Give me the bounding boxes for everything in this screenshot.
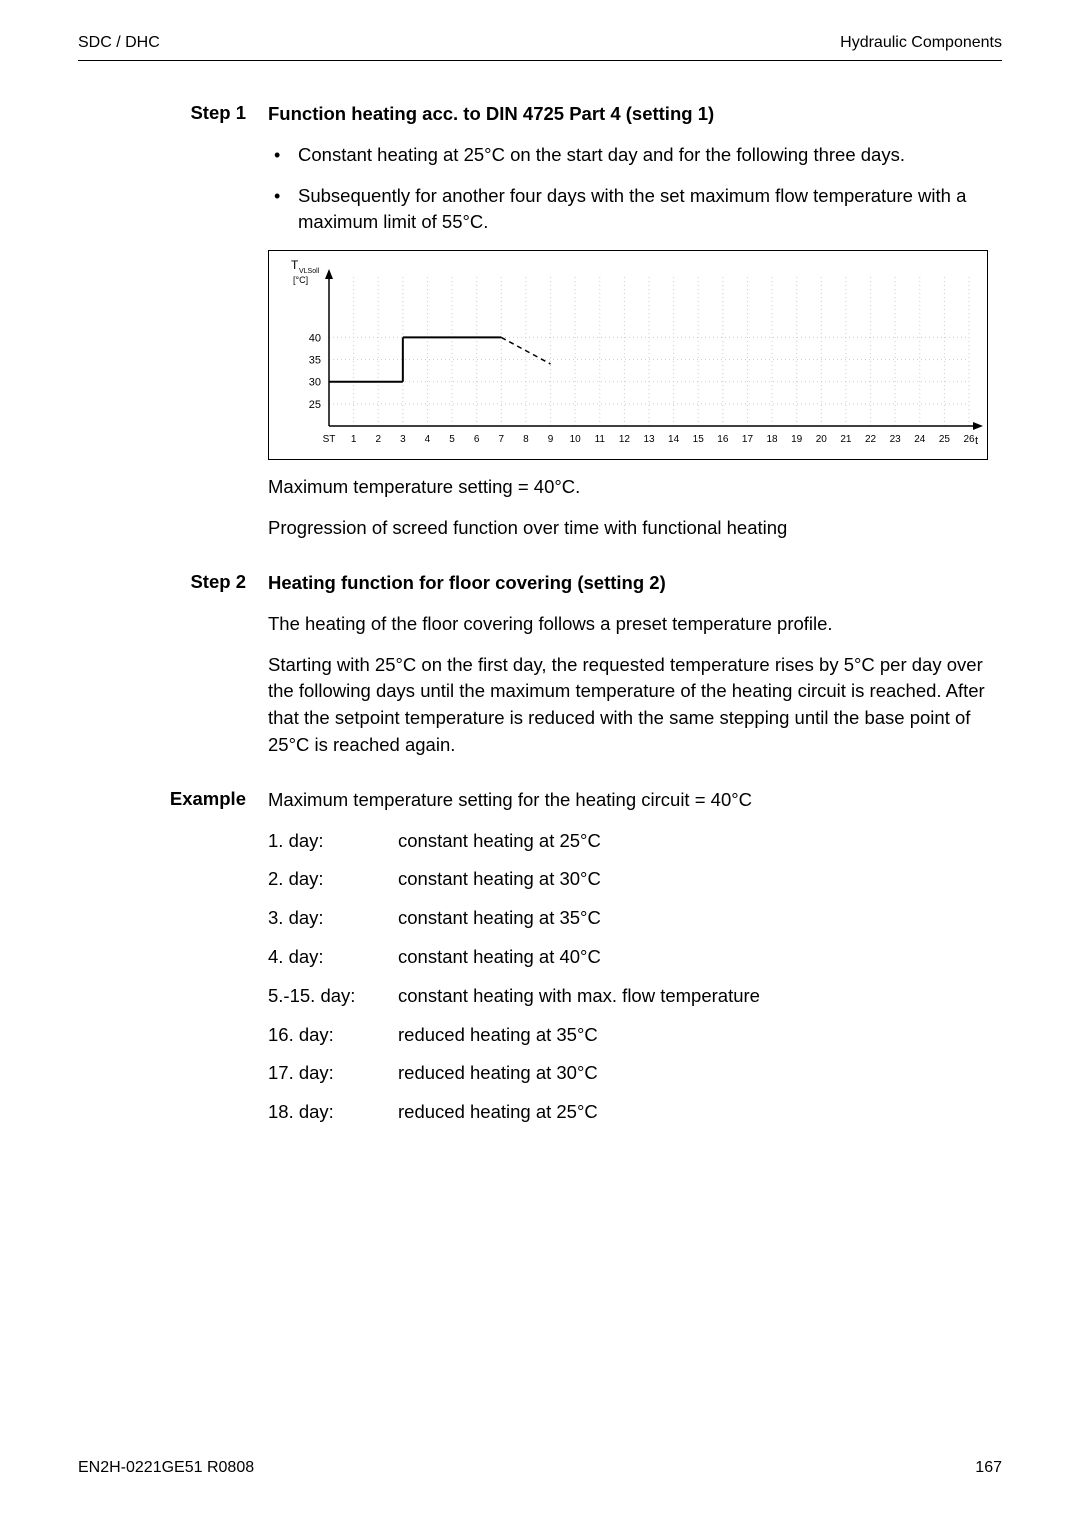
svg-text:15: 15 [693, 434, 705, 445]
svg-text:19: 19 [791, 434, 803, 445]
day-label: 2. day: [268, 866, 398, 893]
header-left: SDC / DHC [78, 34, 160, 52]
svg-text:6: 6 [474, 434, 480, 445]
day-label: 18. day: [268, 1099, 398, 1126]
temperature-chart: ST12345678910111213141516171819202122232… [268, 250, 988, 460]
step1-label: Step 1 [78, 101, 268, 556]
example-intro: Maximum temperature setting for the heat… [268, 787, 1002, 814]
table-row: 17. day: reduced heating at 30°C [268, 1060, 1002, 1087]
day-table: 1. day: constant heating at 25°C 2. day:… [268, 828, 1002, 1127]
svg-text:9: 9 [548, 434, 554, 445]
step1-bullets: • Constant heating at 25°C on the start … [268, 142, 1002, 236]
step1-note-2: Progression of screed function over time… [268, 515, 1002, 542]
table-row: 4. day: constant heating at 40°C [268, 944, 1002, 971]
svg-text:20: 20 [816, 434, 828, 445]
svg-text:16: 16 [717, 434, 729, 445]
day-value: constant heating with max. flow temperat… [398, 983, 1002, 1010]
footer-left: EN2H-0221GE51 R0808 [78, 1459, 254, 1477]
table-row: 18. day: reduced heating at 25°C [268, 1099, 1002, 1126]
table-row: 3. day: constant heating at 35°C [268, 905, 1002, 932]
svg-text:7: 7 [499, 434, 505, 445]
svg-text:30: 30 [309, 377, 321, 389]
svg-text:26: 26 [963, 434, 975, 445]
svg-text:10: 10 [570, 434, 582, 445]
svg-text:40: 40 [309, 333, 321, 345]
step2-title: Heating function for floor covering (set… [268, 570, 1002, 597]
svg-text:ST: ST [323, 434, 336, 445]
day-value: reduced heating at 35°C [398, 1022, 1002, 1049]
svg-text:8: 8 [523, 434, 529, 445]
bullet-text: Constant heating at 25°C on the start da… [298, 142, 1002, 169]
footer-right: 167 [975, 1459, 1002, 1477]
day-value: constant heating at 40°C [398, 944, 1002, 971]
svg-text:1: 1 [351, 434, 357, 445]
step2-para-2: Starting with 25°C on the first day, the… [268, 652, 1002, 759]
svg-text:17: 17 [742, 434, 754, 445]
bullet-marker: • [268, 183, 298, 237]
step1-note-1: Maximum temperature setting = 40°C. [268, 474, 1002, 501]
example-label: Example [78, 787, 268, 1138]
day-value: reduced heating at 25°C [398, 1099, 1002, 1126]
svg-text:22: 22 [865, 434, 877, 445]
header-right: Hydraulic Components [840, 34, 1002, 52]
day-value: constant heating at 25°C [398, 828, 1002, 855]
svg-text:24: 24 [914, 434, 926, 445]
svg-text:14: 14 [668, 434, 680, 445]
svg-text:2: 2 [375, 434, 381, 445]
svg-text:21: 21 [840, 434, 852, 445]
svg-text:18: 18 [767, 434, 779, 445]
day-value: constant heating at 35°C [398, 905, 1002, 932]
day-label: 17. day: [268, 1060, 398, 1087]
svg-text:3: 3 [400, 434, 406, 445]
step2-label: Step 2 [78, 570, 268, 773]
svg-text:T: T [291, 258, 299, 272]
svg-text:t: t [975, 435, 978, 447]
svg-text:13: 13 [643, 434, 655, 445]
svg-text:VLSoll: VLSoll [299, 268, 320, 275]
svg-text:11: 11 [595, 434, 606, 445]
chart-svg: ST12345678910111213141516171819202122232… [269, 251, 989, 461]
svg-text:35: 35 [309, 355, 321, 367]
day-label: 4. day: [268, 944, 398, 971]
day-label: 16. day: [268, 1022, 398, 1049]
step2-para-1: The heating of the floor covering follow… [268, 611, 1002, 638]
day-label: 5.-15. day: [268, 983, 398, 1010]
table-row: 5.-15. day: constant heating with max. f… [268, 983, 1002, 1010]
day-value: reduced heating at 30°C [398, 1060, 1002, 1087]
step1-title: Function heating acc. to DIN 4725 Part 4… [268, 101, 1002, 128]
day-label: 1. day: [268, 828, 398, 855]
bullet-marker: • [268, 142, 298, 169]
svg-text:[°C]: [°C] [293, 275, 308, 285]
svg-text:5: 5 [449, 434, 455, 445]
svg-text:12: 12 [619, 434, 631, 445]
bullet-text: Subsequently for another four days with … [298, 183, 1002, 237]
day-value: constant heating at 30°C [398, 866, 1002, 893]
svg-text:4: 4 [425, 434, 431, 445]
svg-text:25: 25 [939, 434, 951, 445]
day-label: 3. day: [268, 905, 398, 932]
table-row: 16. day: reduced heating at 35°C [268, 1022, 1002, 1049]
svg-text:23: 23 [890, 434, 902, 445]
table-row: 2. day: constant heating at 30°C [268, 866, 1002, 893]
svg-text:25: 25 [309, 399, 321, 411]
table-row: 1. day: constant heating at 25°C [268, 828, 1002, 855]
